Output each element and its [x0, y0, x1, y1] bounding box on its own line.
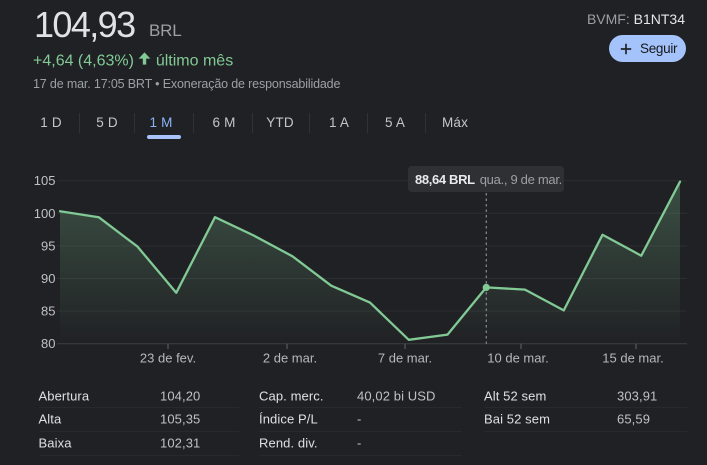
svg-text:105: 105 — [34, 173, 56, 188]
svg-text:23 de fev.: 23 de fev. — [140, 351, 196, 366]
svg-text:80: 80 — [41, 336, 55, 351]
svg-text:100: 100 — [34, 206, 56, 221]
svg-text:90: 90 — [41, 271, 55, 286]
svg-text:2 de mar.: 2 de mar. — [263, 351, 317, 366]
svg-text:7 de mar.: 7 de mar. — [378, 351, 432, 366]
svg-text:10 de mar.: 10 de mar. — [487, 351, 548, 366]
svg-text:85: 85 — [41, 304, 55, 319]
svg-text:95: 95 — [41, 238, 55, 253]
svg-text:15 de mar.: 15 de mar. — [602, 351, 663, 366]
